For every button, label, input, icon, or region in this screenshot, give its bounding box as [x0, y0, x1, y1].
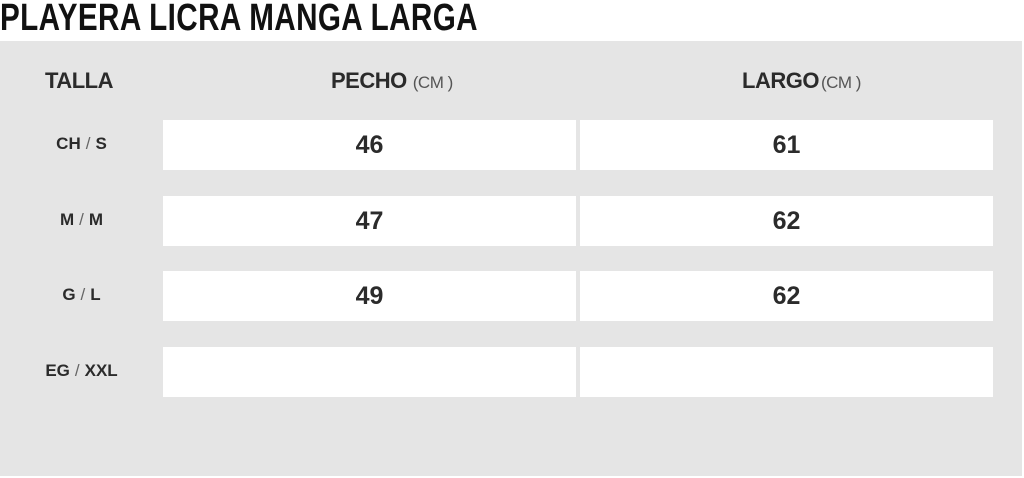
- chest-cell: 47: [163, 196, 576, 246]
- size-mx: M: [59, 210, 75, 229]
- size-chart-panel: [0, 41, 1022, 476]
- length-cell: [580, 347, 993, 397]
- size-separator: /: [85, 134, 91, 153]
- header-chest-unit: (CM ): [412, 73, 453, 92]
- header-length: LARGO (CM ): [742, 68, 861, 94]
- size-us: XXL: [84, 361, 118, 380]
- size-label: EG / XXL: [0, 361, 163, 381]
- size-label: CH / S: [0, 134, 163, 154]
- header-length-label: LARGO: [742, 68, 819, 93]
- chest-cell: [163, 347, 576, 397]
- chest-cell: 49: [163, 271, 576, 321]
- size-us: L: [90, 285, 101, 304]
- size-separator: /: [79, 210, 84, 229]
- size-mx: G: [62, 285, 76, 304]
- header-length-unit: (CM ): [820, 73, 861, 92]
- size-mx: CH: [56, 134, 81, 153]
- size-us: M: [88, 210, 104, 229]
- chest-cell: 46: [163, 120, 576, 170]
- size-separator: /: [74, 361, 80, 380]
- size-label: G / L: [0, 285, 163, 305]
- size-mx: EG: [45, 361, 70, 380]
- header-chest: PECHO (CM ): [331, 68, 453, 94]
- size-label: M / M: [0, 210, 163, 230]
- header-chest-label: PECHO: [331, 68, 407, 93]
- size-separator: /: [80, 285, 86, 304]
- page-title: PLAYERA LICRA MANGA LARGA: [0, 0, 478, 39]
- length-cell: 62: [580, 196, 993, 246]
- length-cell: 62: [580, 271, 993, 321]
- header-size: TALLA: [45, 68, 113, 93]
- size-us: S: [95, 134, 107, 153]
- length-cell: 61: [580, 120, 993, 170]
